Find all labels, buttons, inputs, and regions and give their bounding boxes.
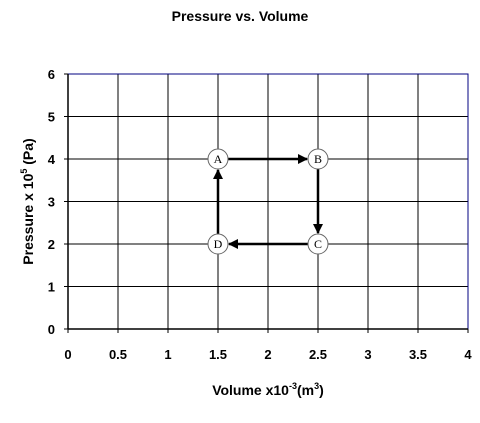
x-tick-label: 3.5 — [409, 347, 427, 362]
x-tick-label: 0 — [64, 347, 71, 362]
y-tick-label: 0 — [48, 322, 55, 337]
point-c-label: C — [314, 237, 322, 251]
point-c-marker — [307, 233, 329, 255]
y-tick-label: 2 — [48, 237, 55, 252]
x-tick-label: 0.5 — [109, 347, 127, 362]
y-tick-label: 1 — [48, 280, 55, 295]
x-axis-label: Volume x10-3(m3) — [212, 381, 324, 398]
x-tick-label: 2.5 — [309, 347, 327, 362]
y-tick-label: 4 — [48, 152, 56, 167]
point-d-label: D — [214, 237, 223, 251]
x-tick-label: 1 — [164, 347, 171, 362]
y-tick-label: 5 — [48, 110, 55, 125]
x-tick-label: 4 — [464, 347, 472, 362]
point-a-label: A — [214, 152, 223, 166]
point-b-label: B — [314, 152, 322, 166]
chart-title: Pressure vs. Volume — [171, 8, 309, 24]
point-d-marker — [207, 233, 229, 255]
point-b-marker — [307, 148, 329, 170]
y-tick-label: 6 — [48, 67, 55, 82]
x-tick-label: 3 — [364, 347, 371, 362]
y-axis-label: Pressure x 105 (Pa) — [19, 138, 36, 264]
x-tick-label: 1.5 — [209, 347, 227, 362]
point-a-marker — [207, 148, 229, 170]
y-tick-label: 3 — [48, 195, 55, 210]
x-tick-label: 2 — [264, 347, 271, 362]
